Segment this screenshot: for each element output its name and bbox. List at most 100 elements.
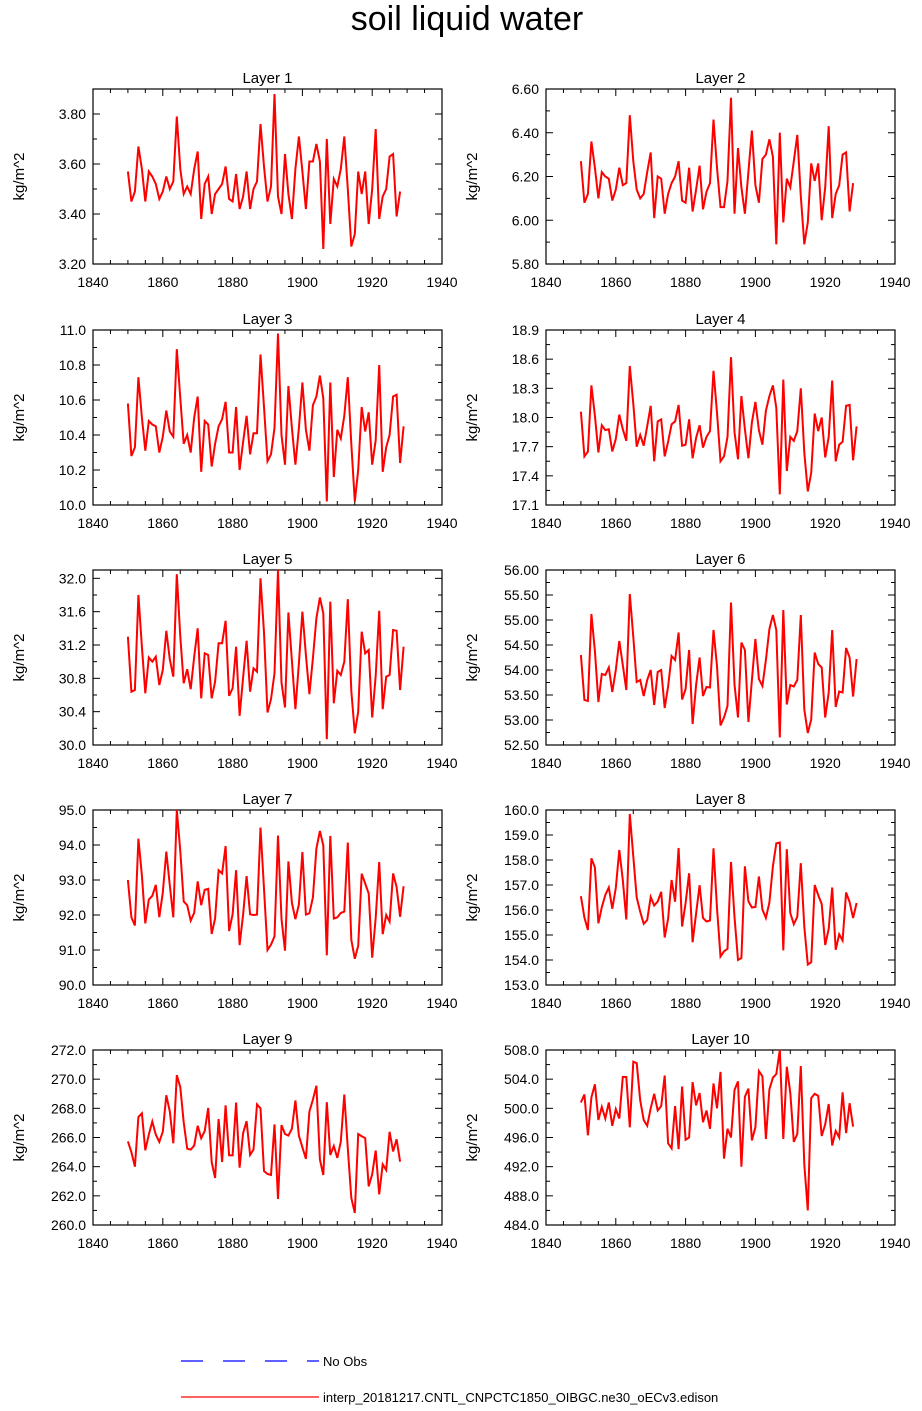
panel-layer-5: Layer 5 kg/m^2 1840 1860 1880 1900 1920 1940 30.… [11,551,458,771]
x-tick-label: 1920 [810,274,841,290]
x-tick-label: 1860 [600,515,631,531]
y-tick-label: 10.2 [59,462,86,478]
x-tick-label: 1940 [426,995,457,1011]
x-tick-label: 1900 [287,1235,318,1251]
y-tick-label: 10.8 [59,357,86,373]
x-tick-label: 1940 [879,755,910,771]
panel-layer-10: Layer 10 kg/m^2 1840 1860 1880 1900 1920 1940 48… [464,1031,911,1251]
x-tick-label: 1880 [670,995,701,1011]
plot-frame [92,88,443,265]
x-tick-label: 1940 [879,995,910,1011]
y-tick-label: 156.0 [504,902,539,918]
x-tick-label: 1840 [530,755,561,771]
x-tick-label: 1920 [810,1235,841,1251]
y-tick-label: 160.0 [504,802,539,818]
panel-title: Layer 10 [691,1031,749,1048]
x-tick-label: 1900 [740,995,771,1011]
x-tick-label: 1880 [217,515,248,531]
series-line [126,569,405,740]
y-tick-label: 93.0 [59,872,86,888]
series-line [579,593,858,738]
y-axis-label: kg/m^2 [464,874,481,922]
y-tick-label: 30.0 [59,737,86,753]
panel-title: Layer 7 [242,791,292,808]
x-tick-label: 1840 [77,755,108,771]
y-tick-label: 91.0 [59,942,86,958]
plot-frame [545,88,896,265]
panel-title: Layer 2 [695,70,745,87]
x-tick-label: 1840 [77,515,108,531]
x-tick-label: 1860 [147,995,178,1011]
panel-title: Layer 3 [242,311,292,328]
x-tick-label: 1900 [740,515,771,531]
y-tick-label: 18.3 [512,380,539,396]
series-line [126,93,402,250]
panel-title: Layer 8 [695,791,745,808]
x-tick-label: 1880 [217,755,248,771]
y-axis-label: kg/m^2 [464,153,481,201]
x-tick-label: 1940 [426,274,457,290]
series-line [126,333,405,502]
y-tick-label: 153.0 [504,977,539,993]
plot-frame [545,809,896,986]
x-tick-label: 1940 [426,755,457,771]
y-tick-label: 53.50 [504,687,539,703]
x-tick-label: 1860 [600,274,631,290]
legend-model-label: interp_20181217.CNTL_CNPCTC1850_OIBGC.ne… [323,1390,718,1405]
x-tick-label: 1840 [77,995,108,1011]
y-tick-label: 3.80 [59,106,86,122]
y-tick-label: 53.00 [504,712,539,728]
y-tick-label: 159.0 [504,827,539,843]
x-tick-label: 1860 [600,995,631,1011]
y-axis-label: kg/m^2 [11,153,28,201]
x-tick-label: 1860 [600,1235,631,1251]
plot-frame [545,329,896,506]
x-tick-label: 1840 [77,1235,108,1251]
x-tick-label: 1840 [530,1235,561,1251]
y-tick-label: 6.40 [512,125,539,141]
y-tick-label: 30.8 [59,670,86,686]
y-tick-label: 10.6 [59,392,86,408]
x-tick-label: 1900 [740,1235,771,1251]
y-tick-label: 52.50 [504,737,539,753]
y-tick-label: 6.20 [512,169,539,185]
y-tick-label: 18.0 [512,410,539,426]
x-tick-label: 1900 [287,995,318,1011]
x-tick-label: 1920 [357,515,388,531]
series-line [126,1074,402,1214]
y-tick-label: 157.0 [504,877,539,893]
y-tick-label: 264.0 [51,1159,86,1175]
legend-obs-label: No Obs [323,1354,368,1369]
y-tick-label: 6.60 [512,81,539,97]
y-tick-label: 17.7 [512,439,539,455]
y-tick-label: 270.0 [51,1071,86,1087]
panel-layer-9: Layer 9 kg/m^2 1840 1860 1880 1900 1920 1940 260… [11,1031,458,1251]
y-tick-label: 155.0 [504,927,539,943]
y-axis-label: kg/m^2 [11,394,28,442]
x-tick-label: 1840 [530,515,561,531]
series-line [579,813,858,967]
panel-layer-3: Layer 3 kg/m^2 1840 1860 1880 1900 1920 1940 10.… [11,311,458,531]
x-tick-label: 1920 [810,515,841,531]
y-tick-label: 492.0 [504,1159,539,1175]
panel-layer-4: Layer 4 kg/m^2 1840 1860 1880 1900 1920 1940 17.… [464,311,911,531]
panel-layer-2: Layer 2 kg/m^2 1840 1860 1880 1900 1920 1940 5.8… [464,70,911,290]
y-tick-label: 17.1 [512,497,539,513]
y-tick-label: 11.0 [60,322,86,338]
y-tick-label: 154.0 [504,952,539,968]
x-tick-label: 1880 [670,515,701,531]
series-line [579,1049,855,1211]
y-tick-label: 94.0 [59,837,86,853]
y-tick-label: 496.0 [504,1130,539,1146]
y-tick-label: 55.50 [504,587,539,603]
y-tick-label: 31.6 [59,604,86,620]
x-tick-label: 1920 [357,1235,388,1251]
y-tick-label: 56.00 [504,562,539,578]
y-axis-label: kg/m^2 [11,634,28,682]
y-axis-label: kg/m^2 [464,634,481,682]
y-tick-label: 488.0 [504,1188,539,1204]
x-tick-label: 1860 [147,274,178,290]
x-tick-label: 1940 [426,1235,457,1251]
